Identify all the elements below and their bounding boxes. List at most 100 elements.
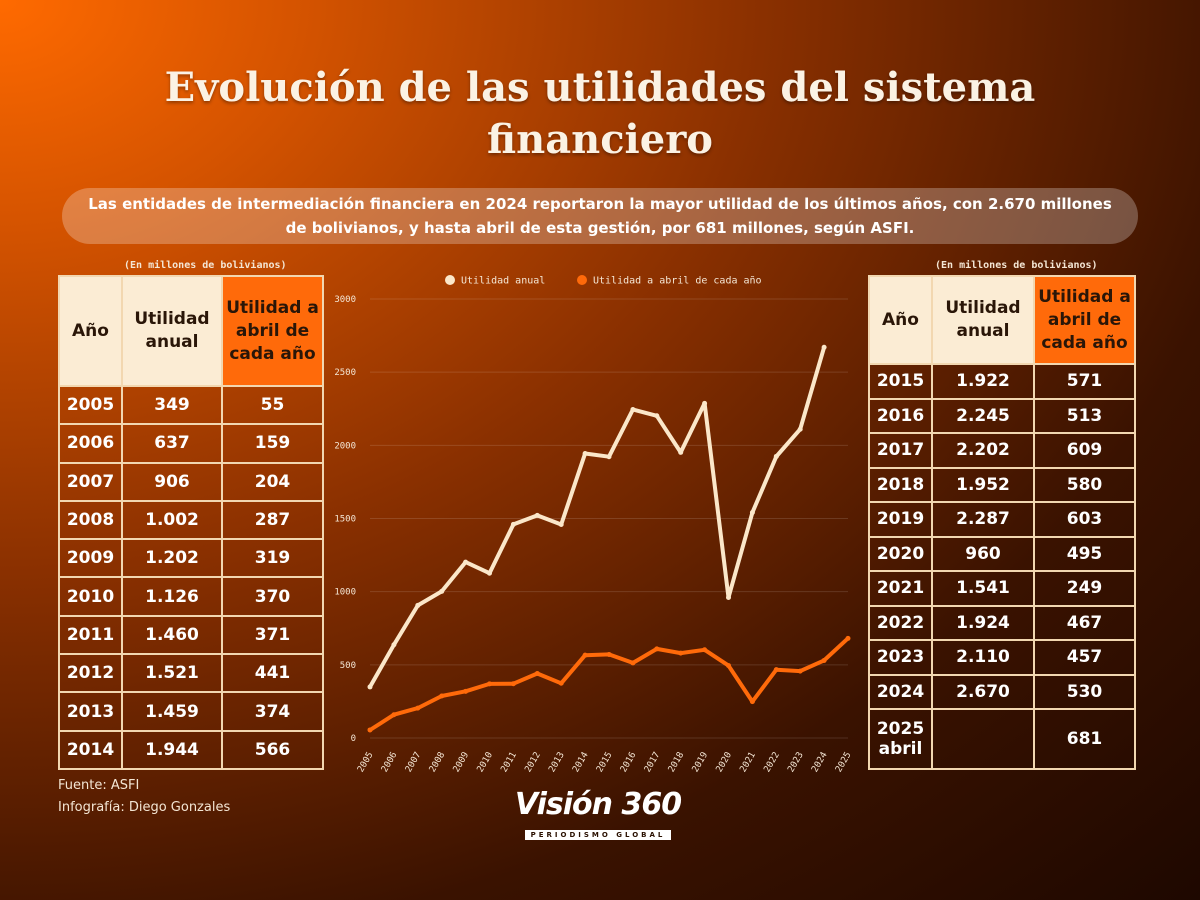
- cell-annual: 1.944: [121, 729, 223, 770]
- cell-april: 603: [1033, 501, 1136, 538]
- data-point: [678, 650, 684, 656]
- x-tick-label: 2009: [452, 751, 472, 775]
- data-point: [797, 426, 803, 432]
- data-point: [558, 521, 564, 527]
- legend-label: Utilidad a abril de cada año: [593, 276, 762, 287]
- cell-april: 441: [221, 653, 324, 694]
- data-point: [558, 680, 564, 686]
- x-tick-label: 2008: [428, 751, 448, 775]
- y-tick-label: 2500: [334, 368, 356, 378]
- cell-year: 2021: [868, 570, 933, 607]
- table-row: 2006 637 159: [58, 423, 324, 464]
- data-point: [821, 657, 827, 663]
- table-row: 2011 1.460 371: [58, 614, 324, 656]
- data-point: [510, 521, 516, 527]
- table-row: 2008 1.002 287: [58, 499, 324, 541]
- x-tick-label: 2024: [810, 751, 830, 775]
- x-tick-label: 2023: [786, 751, 806, 775]
- cell-year: 2014: [58, 729, 123, 770]
- cell-annual: [931, 708, 1035, 770]
- cell-april: 204: [221, 461, 324, 502]
- data-point: [702, 400, 708, 406]
- data-point: [749, 510, 755, 516]
- data-point: [391, 712, 397, 718]
- x-tick-label: 2007: [404, 751, 424, 775]
- cell-year: 2020: [868, 535, 933, 572]
- cell-april: 609: [1033, 432, 1136, 469]
- cell-annual: 1.460: [121, 614, 223, 656]
- data-point: [654, 646, 660, 652]
- x-tick-label: 2015: [595, 751, 615, 775]
- data-point: [702, 647, 708, 653]
- header-april: Utilidad a abril de cada año: [221, 275, 324, 387]
- header-year: Año: [868, 275, 933, 365]
- x-tick-label: 2010: [476, 751, 496, 775]
- cell-year: 2005: [58, 384, 123, 426]
- data-point: [439, 693, 445, 699]
- cell-april: 370: [221, 576, 324, 617]
- data-point: [582, 652, 588, 658]
- cell-year: 2025 abril: [868, 708, 933, 770]
- data-point: [487, 681, 492, 687]
- cell-annual: 1.002: [121, 499, 223, 541]
- table-row: 2012 1.521 441: [58, 653, 324, 694]
- cell-annual: 1.459: [121, 691, 223, 732]
- cell-april: 495: [1033, 535, 1136, 572]
- table-row: 2025 abril 681: [868, 708, 1136, 770]
- x-tick-label: 2017: [643, 751, 663, 775]
- unit-note-left: (En millones de bolivianos): [124, 260, 287, 271]
- logo-name: Visión 360: [514, 787, 682, 822]
- x-tick-label: 2012: [523, 751, 543, 775]
- cell-april: 580: [1033, 466, 1136, 503]
- brand-logo: Visión 360 PERIODISMO GLOBAL: [508, 788, 688, 841]
- cell-april: 681: [1033, 708, 1136, 770]
- cell-annual: 2.245: [931, 397, 1035, 434]
- x-tick-label: 2022: [762, 751, 782, 775]
- cell-annual: 2.202: [931, 432, 1035, 469]
- cell-april: 374: [221, 691, 324, 732]
- cell-year: 2023: [868, 639, 933, 676]
- cell-year: 2018: [868, 466, 933, 503]
- data-point: [773, 667, 779, 673]
- x-tick-label: 2019: [691, 751, 711, 775]
- cell-april: 457: [1033, 639, 1136, 676]
- cell-annual: 1.126: [121, 576, 223, 617]
- header-april: Utilidad a abril de cada año: [1033, 275, 1136, 365]
- cell-april: 566: [221, 729, 324, 770]
- y-tick-label: 0: [351, 734, 356, 744]
- x-tick-label: 2020: [715, 751, 735, 775]
- cell-year: 2022: [868, 604, 933, 641]
- y-tick-label: 3000: [334, 295, 356, 305]
- cell-year: 2009: [58, 538, 123, 579]
- y-tick-label: 2000: [334, 441, 356, 451]
- cell-annual: 1.924: [931, 604, 1035, 641]
- x-tick-label: 2021: [738, 751, 758, 775]
- table-row: 2016 2.245 513: [868, 397, 1136, 434]
- cell-april: 371: [221, 614, 324, 656]
- x-tick-label: 2018: [667, 751, 687, 775]
- table-row: 2021 1.541 249: [868, 570, 1136, 607]
- cell-april: 571: [1033, 363, 1136, 400]
- cell-year: 2011: [58, 614, 123, 656]
- cell-year: 2006: [58, 423, 123, 464]
- cell-april: 55: [221, 384, 324, 426]
- cell-year: 2008: [58, 499, 123, 541]
- legend-marker: [577, 275, 587, 285]
- cell-annual: 2.287: [931, 501, 1035, 538]
- header-annual: Utilidad anual: [931, 275, 1035, 365]
- data-point: [367, 684, 373, 690]
- cell-year: 2019: [868, 501, 933, 538]
- data-point: [463, 688, 469, 694]
- left-data-table: Año Utilidad anual Utilidad a abril de c…: [58, 275, 324, 770]
- subtitle-banner: Las entidades de intermediación financie…: [62, 188, 1138, 244]
- cell-annual: 349: [121, 384, 223, 426]
- header-annual: Utilidad anual: [121, 275, 223, 387]
- cell-annual: 1.922: [931, 363, 1035, 400]
- data-point: [630, 406, 636, 412]
- cell-april: 467: [1033, 604, 1136, 641]
- cell-april: 530: [1033, 673, 1136, 710]
- table-row: 2013 1.459 374: [58, 691, 324, 732]
- logo-tagline: PERIODISMO GLOBAL: [524, 830, 672, 840]
- table-row: 2007 906 204: [58, 461, 324, 502]
- cell-year: 2017: [868, 432, 933, 469]
